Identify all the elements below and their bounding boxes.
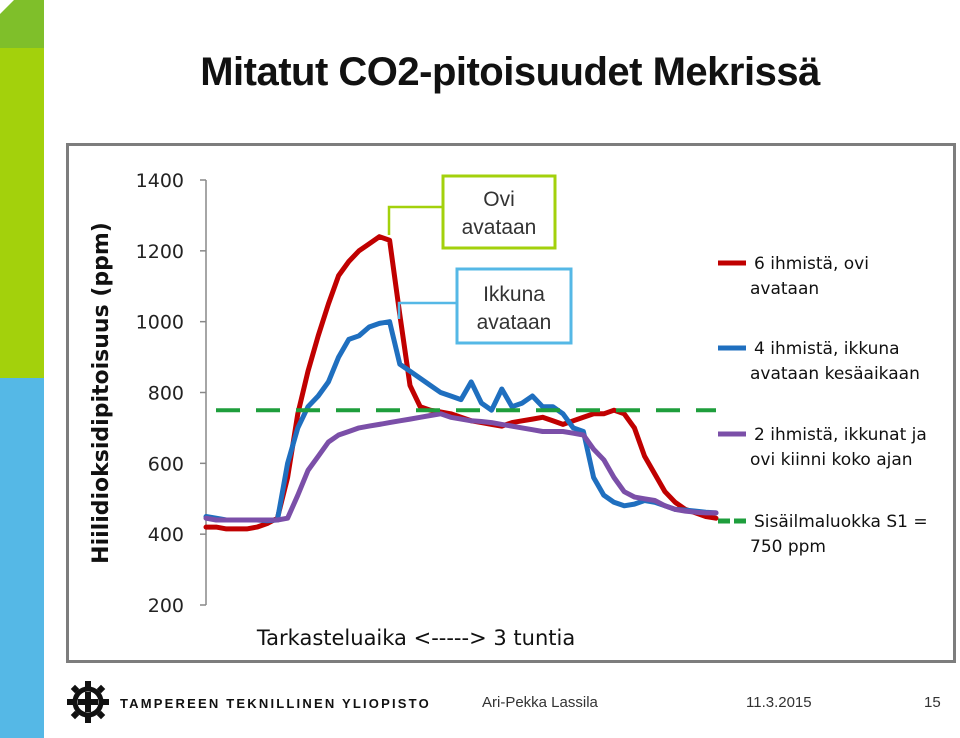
series-line-1 xyxy=(203,319,719,524)
legend-label-cont: avataan kesäaikaan xyxy=(750,364,920,384)
series-line-2 xyxy=(203,411,719,523)
callout-ikkuna-line1: Ikkuna xyxy=(483,283,545,306)
callout-ikkuna-line2: avataan xyxy=(477,311,552,334)
x-axis-label: Tarkasteluaika <-----> 3 tuntia xyxy=(256,626,575,650)
university-logo-text: TAMPEREEN TEKNILLINEN YLIOPISTO xyxy=(120,696,431,711)
legend-label-cont: ovi kiinni koko ajan xyxy=(750,450,913,470)
legend-label: 2 ihmistä, ikkunat ja xyxy=(754,425,927,445)
callout-ovi-leader xyxy=(387,205,443,235)
legend-item-2: 2 ihmistä, ikkunat ja ovi kiinni koko aja… xyxy=(718,425,927,470)
series-layer xyxy=(203,234,719,532)
university-gear-icon xyxy=(67,681,109,723)
footer: TAMPEREEN TEKNILLINEN YLIOPISTO Ari-Pekk… xyxy=(60,676,960,738)
chart-axes: 1400 1200 1000 800 600 400 200 Hiilidioksidipit… xyxy=(89,170,575,650)
accent-bar xyxy=(0,0,44,738)
y-tick-label: 1400 xyxy=(136,170,184,192)
legend-label: 4 ihmistä, ikkuna xyxy=(754,339,900,359)
legend-label: 6 ihmistä, ovi xyxy=(754,254,869,274)
y-axis-label: Hiilidioksidipitoisuus (ppm) xyxy=(89,222,114,564)
footer-page-number: 15 xyxy=(924,694,941,711)
y-tick-label: 1000 xyxy=(136,312,184,334)
callout-ovi-line1: Ovi xyxy=(483,188,515,211)
legend-item-3: Sisäilmaluokka S1 = 750 ppm xyxy=(718,512,928,557)
accent-notch xyxy=(0,0,14,14)
y-tick-label: 600 xyxy=(148,453,184,475)
legend-label-cont: 750 ppm xyxy=(750,537,826,557)
accent-bar-green xyxy=(0,48,44,378)
chart-legend: 6 ihmistä, ovi avataan 4 ihmistä, ikkuna av… xyxy=(718,254,928,557)
y-tick-label: 800 xyxy=(148,383,184,405)
legend-item-1: 4 ihmistä, ikkuna avataan kesäaikaan xyxy=(718,339,920,384)
annotations-layer: Ovi avataan Ikkuna avataan xyxy=(387,174,573,345)
legend-label-cont: avataan xyxy=(750,279,819,299)
y-tick-label: 200 xyxy=(148,595,184,617)
footer-date: 11.3.2015 xyxy=(746,694,812,711)
accent-bar-blue xyxy=(0,378,44,738)
callout-ikkuna-leader xyxy=(397,301,457,319)
callout-ikkuna-box xyxy=(455,267,573,345)
y-tick-label: 1200 xyxy=(136,241,184,263)
y-tick-label: 400 xyxy=(148,524,184,546)
callout-ovi-box xyxy=(441,174,557,250)
callout-ovi-line2: avataan xyxy=(462,216,537,239)
co2-line-chart: 1400 1200 1000 800 600 400 200 Hiilidioksidipit… xyxy=(89,170,928,650)
slide-title: Mitatut CO2-pitoisuudet Mekrissä xyxy=(200,50,820,94)
legend-label: Sisäilmaluokka S1 = xyxy=(754,512,928,532)
footer-author: Ari-Pekka Lassila xyxy=(482,694,598,711)
legend-item-0: 6 ihmistä, ovi avataan xyxy=(718,254,869,299)
